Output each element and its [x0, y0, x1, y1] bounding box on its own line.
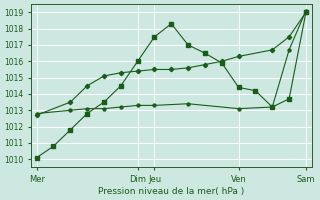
- X-axis label: Pression niveau de la mer( hPa ): Pression niveau de la mer( hPa ): [98, 187, 244, 196]
